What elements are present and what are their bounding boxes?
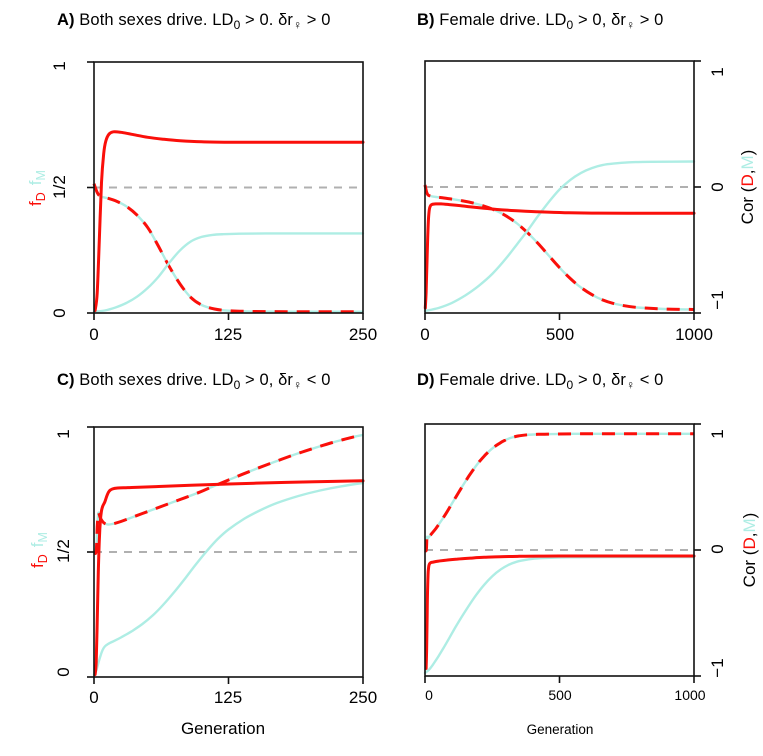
- x-tick-label: 0: [425, 687, 433, 703]
- y-tick-label: −1: [708, 658, 727, 678]
- y-tick-label: 1: [50, 61, 69, 71]
- y-tick-label: 1/2: [54, 539, 73, 563]
- panel-c-letter: C): [57, 371, 75, 389]
- title-text: > 0. δr: [240, 11, 293, 29]
- fD-label: fD: [28, 554, 50, 568]
- x-tick-label: 250: [348, 325, 378, 344]
- x-tick-label: 250: [348, 688, 378, 707]
- x-tick-label: 1000: [675, 325, 713, 344]
- right-axis-title: Cor (D,M): [740, 512, 759, 588]
- right-axis-title: Cor (D,M): [738, 149, 757, 225]
- y-tick-label: 1: [708, 429, 727, 439]
- y-tick-label: 0: [54, 667, 73, 677]
- cor-D: D: [740, 537, 759, 550]
- title-text: > 0: [302, 11, 331, 29]
- y-tick-label: 1: [54, 429, 73, 439]
- title-text: < 0: [302, 371, 331, 389]
- title-text: < 0: [635, 371, 664, 389]
- ld-subscript: 0: [566, 378, 574, 392]
- panel-d-letter: D): [417, 371, 435, 389]
- title-text: Both sexes drive. LD: [74, 11, 234, 29]
- x-tick-label: 0: [89, 688, 99, 707]
- left-axis-title: fD fM: [28, 532, 50, 568]
- title-text: > 0, δr: [240, 371, 293, 389]
- x-tick-label: 0: [420, 325, 430, 344]
- title-text: Both sexes drive. LD: [74, 371, 234, 389]
- ld-subscript: 0: [566, 18, 574, 32]
- panel-c-plot: [87, 426, 365, 684]
- panel-a-plot: [87, 61, 365, 320]
- panel-b-title: B) Female drive. LD0 > 0, δr♀ > 0: [417, 11, 663, 32]
- x-axis-title-d: Generation: [526, 722, 594, 737]
- panel-b-plot: [423, 60, 701, 320]
- title-text: > 0: [635, 11, 664, 29]
- cor-M: M: [740, 518, 759, 533]
- x-axis-title-c: Generation: [180, 719, 266, 738]
- ld-subscript: 0: [233, 18, 241, 32]
- x-tick-label: 500: [545, 325, 575, 344]
- x-tick-label: 0: [89, 325, 99, 344]
- panel-a-title: A) Both sexes drive. LD0 > 0. δr♀ > 0: [57, 11, 330, 32]
- female-subscript: ♀: [625, 378, 636, 392]
- female-subscript: ♀: [625, 18, 636, 32]
- y-tick-label: 0: [708, 182, 727, 192]
- cor-M: M: [738, 155, 757, 170]
- left-axis-title: fD fM: [26, 170, 48, 206]
- y-tick-label: 0: [708, 544, 727, 554]
- title-text: Female drive. LD: [434, 371, 567, 389]
- panel-d-title: D) Female drive. LD0 > 0, δr♀ < 0: [417, 371, 663, 392]
- title-text: Female drive. LD: [434, 11, 567, 29]
- female-subscript: ♀: [292, 378, 303, 392]
- panel-c-title: C) Both sexes drive. LD0 > 0, δr♀ < 0: [57, 371, 330, 392]
- fM-label: fM: [28, 532, 50, 548]
- title-text: > 0, δr: [573, 11, 626, 29]
- x-tick-label: 125: [213, 688, 243, 707]
- panel-b-letter: B): [417, 11, 435, 29]
- y-tick-label: 0: [50, 308, 69, 318]
- cor-D: D: [738, 174, 757, 187]
- panel-d-plot: [423, 423, 701, 683]
- ld-subscript: 0: [233, 378, 241, 392]
- y-tick-label: 1: [708, 67, 727, 77]
- panel-a-letter: A): [57, 11, 75, 29]
- female-subscript: ♀: [292, 18, 303, 32]
- fM-label: fM: [26, 170, 48, 186]
- x-tick-label: 125: [213, 325, 243, 344]
- y-tick-label: −1: [708, 290, 727, 310]
- fD-label: fD: [26, 192, 48, 206]
- title-text: > 0, δr: [573, 371, 626, 389]
- x-tick-label: 1000: [674, 687, 706, 703]
- y-tick-label: 1/2: [50, 175, 69, 199]
- x-tick-label: 500: [548, 687, 572, 703]
